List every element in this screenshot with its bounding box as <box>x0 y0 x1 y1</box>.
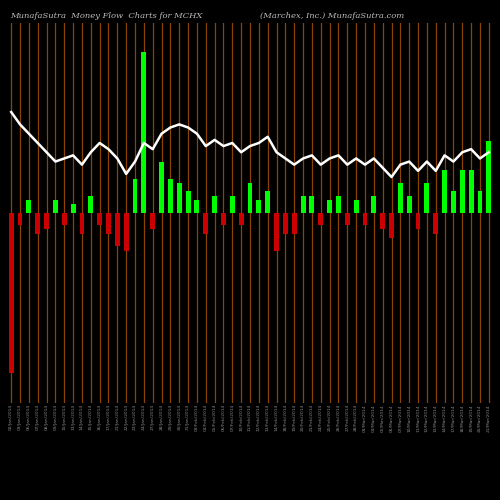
Bar <box>398 183 403 212</box>
Bar <box>115 212 120 246</box>
Bar <box>194 200 200 212</box>
Bar <box>132 178 138 212</box>
Bar <box>9 212 14 373</box>
Text: MunafaSutra  Money Flow  Charts for MCHX: MunafaSutra Money Flow Charts for MCHX <box>10 12 202 20</box>
Bar <box>168 178 173 212</box>
Bar <box>451 192 456 212</box>
Bar <box>18 212 22 225</box>
Bar <box>142 52 146 212</box>
Bar <box>248 183 252 212</box>
Bar <box>159 162 164 212</box>
Bar <box>26 200 32 212</box>
Bar <box>212 196 217 212</box>
Bar <box>424 183 430 212</box>
Bar <box>204 212 208 234</box>
Bar <box>434 212 438 234</box>
Bar <box>177 183 182 212</box>
Bar <box>416 212 420 230</box>
Bar <box>36 212 40 234</box>
Text: (Marchex, Inc.) MunafaSutra.com: (Marchex, Inc.) MunafaSutra.com <box>260 12 404 20</box>
Bar <box>238 212 244 225</box>
Bar <box>468 170 473 212</box>
Bar <box>266 192 270 212</box>
Bar <box>88 196 93 212</box>
Bar <box>310 196 314 212</box>
Bar <box>292 212 296 234</box>
Bar <box>97 212 102 225</box>
Bar <box>300 196 306 212</box>
Bar <box>478 192 482 212</box>
Bar <box>80 212 84 234</box>
Bar <box>345 212 350 225</box>
Bar <box>318 212 323 225</box>
Bar <box>354 200 358 212</box>
Bar <box>336 196 341 212</box>
Bar <box>256 200 262 212</box>
Bar <box>389 212 394 238</box>
Bar <box>327 200 332 212</box>
Bar <box>380 212 385 230</box>
Bar <box>221 212 226 225</box>
Bar <box>486 140 491 212</box>
Bar <box>362 212 368 225</box>
Bar <box>230 196 234 212</box>
Bar <box>53 200 58 212</box>
Bar <box>283 212 288 234</box>
Bar <box>124 212 128 250</box>
Bar <box>442 170 447 212</box>
Bar <box>62 212 66 225</box>
Bar <box>372 196 376 212</box>
Bar <box>186 192 190 212</box>
Bar <box>274 212 279 250</box>
Bar <box>407 196 412 212</box>
Bar <box>70 204 76 212</box>
Bar <box>106 212 111 234</box>
Bar <box>460 170 464 212</box>
Bar <box>44 212 49 230</box>
Bar <box>150 212 155 230</box>
